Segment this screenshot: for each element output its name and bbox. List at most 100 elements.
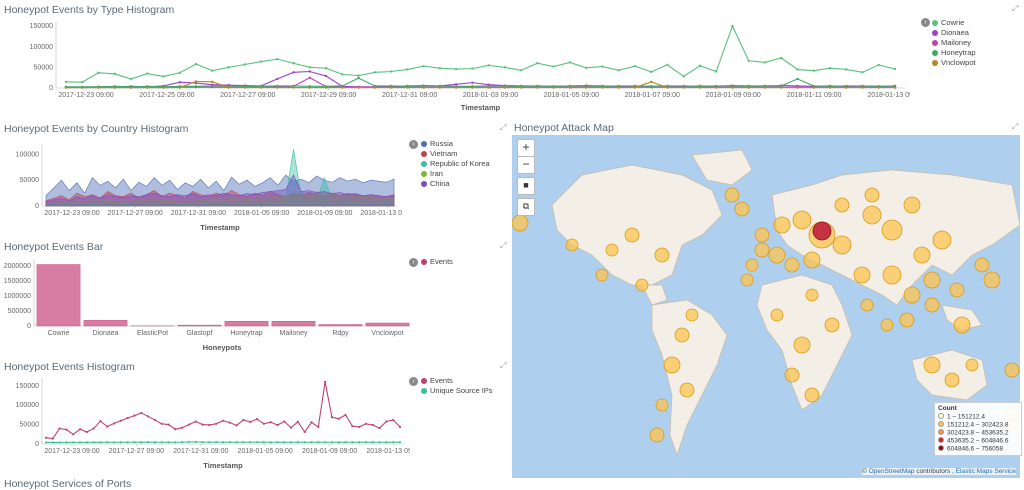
category-label: ElasticPot <box>137 330 168 337</box>
data-point <box>86 441 88 443</box>
map-legend-dot-icon <box>938 429 944 435</box>
attack-marker <box>854 267 870 283</box>
attack-marker <box>861 299 873 311</box>
expand-icon[interactable]: ⤢ <box>500 241 506 251</box>
data-point <box>338 418 340 420</box>
data-point <box>715 86 717 88</box>
data-point <box>113 441 115 443</box>
data-point <box>845 86 847 88</box>
bar <box>84 320 127 326</box>
data-point <box>276 424 278 426</box>
legend-toggle-icon[interactable]: › <box>409 377 418 386</box>
data-point <box>114 73 116 75</box>
data-point <box>748 86 750 88</box>
attack-marker <box>825 318 839 332</box>
y-tick-label: 1000000 <box>4 293 31 300</box>
data-point <box>283 420 285 422</box>
x-tick-label: 2018-01-09 09:00 <box>706 92 761 99</box>
map-legend-item: 151212.4 – 302423.8 <box>938 421 1018 429</box>
expand-icon[interactable]: ⤢ <box>1012 122 1018 132</box>
attack-marker <box>625 228 639 242</box>
legend-item[interactable]: Mailoney <box>932 38 976 48</box>
legend-item[interactable]: Events <box>421 376 493 386</box>
x-tick-label: 2017-12-23 09:00 <box>44 448 99 455</box>
legend-item[interactable]: Iran <box>421 169 490 179</box>
data-point <box>99 441 101 443</box>
x-tick-label: 2017-12-23 09:00 <box>44 210 99 217</box>
data-point <box>292 86 294 88</box>
data-point <box>174 428 176 430</box>
map-legend-dot-icon <box>938 413 944 419</box>
attack-marker <box>785 368 799 382</box>
y-tick-label: 0 <box>35 203 39 210</box>
data-point <box>385 441 387 443</box>
legend-item[interactable]: China <box>421 179 490 189</box>
ems-link[interactable]: Elastic Maps Service <box>956 468 1016 475</box>
data-point <box>317 426 319 428</box>
data-point <box>195 63 197 65</box>
expand-icon[interactable]: ⤢ <box>1012 4 1018 14</box>
draw-filter-button[interactable]: ■ <box>517 177 535 195</box>
expand-icon[interactable]: ⤢ <box>500 361 506 371</box>
attack-marker <box>883 266 901 284</box>
legend-item[interactable]: Honeytrap <box>932 48 976 58</box>
landmass <box>692 150 752 185</box>
data-point <box>162 86 164 88</box>
data-point <box>439 67 441 69</box>
data-point <box>365 441 367 443</box>
data-point <box>894 86 896 88</box>
data-point <box>357 77 359 79</box>
data-point <box>325 67 327 69</box>
data-point <box>59 441 61 443</box>
data-point <box>208 424 210 426</box>
zoom-in-button[interactable]: + <box>517 139 535 157</box>
data-point <box>256 418 258 420</box>
data-point <box>270 421 272 423</box>
data-point <box>392 419 394 421</box>
osm-link[interactable]: OpenStreetMap <box>869 468 915 475</box>
legend-item[interactable]: Events <box>421 257 453 267</box>
data-point <box>748 60 750 62</box>
data-point <box>344 414 346 416</box>
legend-item[interactable]: Vnclowpot <box>932 58 976 68</box>
data-point <box>154 441 156 443</box>
zoom-out-button[interactable]: − <box>517 156 535 174</box>
legend-toggle-icon[interactable]: › <box>409 140 418 149</box>
data-point <box>829 86 831 88</box>
data-point <box>59 427 61 429</box>
data-point <box>81 81 83 83</box>
attack-marker <box>865 188 879 202</box>
attack-marker <box>882 220 902 240</box>
data-point <box>211 85 213 87</box>
legend-toggle-icon[interactable]: › <box>409 258 418 267</box>
map-legend-label: 604846.6 – 756058 <box>947 446 1003 453</box>
legend-item[interactable]: Russia <box>421 139 490 149</box>
data-point <box>236 424 238 426</box>
map-legend-dot-icon <box>938 421 944 427</box>
legend-toggle-icon[interactable]: › <box>921 18 930 27</box>
fit-bounds-button[interactable]: ⧉ <box>517 198 535 216</box>
data-point <box>65 429 67 431</box>
y-tick-label: 0 <box>49 85 53 92</box>
legend-item[interactable]: Dionaea <box>932 28 976 38</box>
data-point <box>297 421 299 423</box>
legend-item[interactable]: Republic of Korea <box>421 159 490 169</box>
data-point <box>764 86 766 88</box>
data-point <box>878 64 880 66</box>
data-point <box>229 422 231 424</box>
legend-item[interactable]: Vietnam <box>421 149 490 159</box>
x-tick-label: 2017-12-31 09:00 <box>382 92 437 99</box>
attack-marker <box>664 357 680 373</box>
attack-marker <box>833 236 851 254</box>
legend-label: Cowrie <box>941 18 964 27</box>
map-attribution: © OpenStreetMap contributors , Elastic M… <box>862 468 1016 475</box>
expand-icon[interactable]: ⤢ <box>500 123 506 133</box>
map-legend-label: 151212.4 – 302423.8 <box>947 422 1008 429</box>
data-point <box>211 69 213 71</box>
data-point <box>260 60 262 62</box>
legend-item[interactable]: Unique Source IPs <box>421 386 493 396</box>
legend-item[interactable]: Cowrie <box>932 18 976 28</box>
data-point <box>536 86 538 88</box>
